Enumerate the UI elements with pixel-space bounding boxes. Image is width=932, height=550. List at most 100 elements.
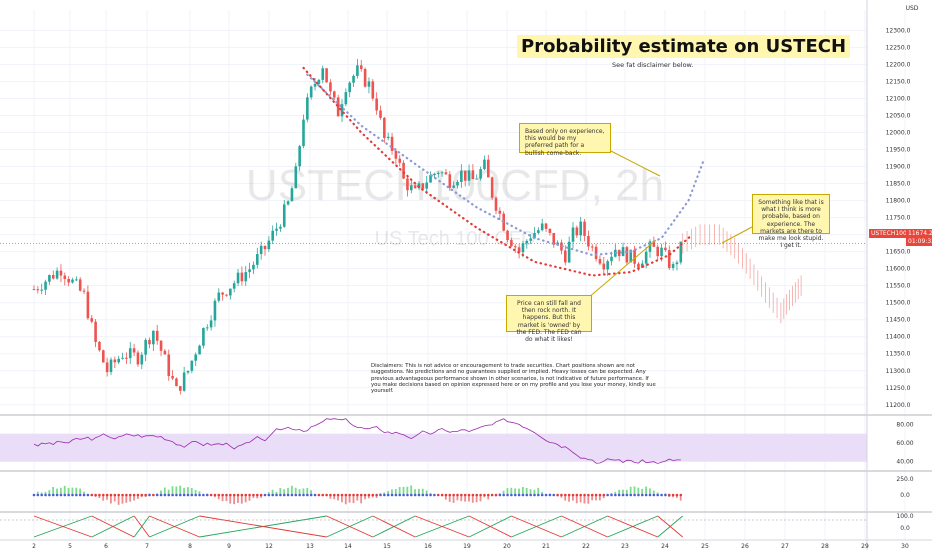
histogram-bar [421,488,424,495]
histogram-bar [641,488,644,495]
histogram-bar [529,489,532,495]
histogram-bar [398,487,401,495]
signal-dot [637,493,640,497]
histogram-bar [36,491,39,495]
candle-body [656,246,659,257]
callout-fall: Price can still fall and then rock north… [506,295,592,343]
signal-dot [529,493,532,497]
candle-body [402,162,405,179]
histogram-bar [394,488,397,495]
histogram-bar [410,485,413,495]
candle-body [383,117,386,139]
signal-dot [598,493,602,497]
bullish-path [306,73,705,257]
candle-body [248,269,251,273]
histogram-bar [418,488,420,495]
signal-dot [471,493,475,497]
histogram-bar [83,491,85,495]
price-tag-value: 11674.2 [906,229,932,238]
time-tick-label: 13 [306,543,314,550]
histogram-bar [533,489,536,495]
histogram-bar [260,495,262,498]
signal-dot [279,493,282,497]
histogram-bar [591,495,594,501]
histogram-bar [479,495,482,502]
signal-dot [429,493,432,497]
signal-dot [452,493,455,497]
candle-body [429,175,432,183]
candle-body [487,159,490,178]
candle-body [105,362,109,373]
signal-dot [78,493,82,497]
signal-dot [664,493,667,497]
signal-dot [55,493,59,497]
candle-body [390,136,394,151]
candle-body [421,183,425,189]
candle-body [556,242,559,245]
candle-body [78,279,82,291]
signal-dot [425,493,429,497]
candle-body [667,250,671,268]
candle-body [236,272,240,284]
candle-body [144,339,147,355]
candle-body [294,166,298,189]
histogram-bar [167,489,170,495]
signal-dot [90,493,94,497]
time-tick-label: 2 [32,543,36,550]
signal-dot [583,493,586,497]
time-tick-label: 15 [383,543,391,550]
time-tick-label: 24 [661,543,669,550]
signal-dot [140,493,144,497]
histogram-bar [102,495,105,501]
histogram-bar [521,486,524,495]
candle-body [440,172,444,174]
signal-dot [98,493,101,497]
histogram-bar [133,495,135,501]
candle-body [587,235,590,247]
candle-body [225,294,228,296]
candle-body [590,246,594,248]
signal-dot [602,493,606,497]
signal-dot [267,493,271,497]
candle-body [510,240,513,247]
candle-body [679,241,683,263]
candle-body [32,289,36,291]
histogram-bar [110,495,112,504]
price-tag-symbol: USTECH100CFD [869,229,922,238]
signal-dot [63,493,67,497]
signal-dot [479,493,482,497]
signal-dot [209,493,213,497]
time-tick-label: 7 [145,543,149,550]
candle-body [494,197,498,211]
histogram-bar [602,495,605,499]
signal-dot [537,493,540,497]
time-tick-label: 29 [861,543,869,550]
price-tick-label: 11300.0 [886,368,911,375]
signal-dot [113,493,117,497]
histogram-bar [44,491,47,495]
histogram-bar [402,486,405,495]
histogram-bar [614,491,617,495]
signal-dot [521,493,525,497]
signal-dot [340,493,344,497]
candle-body [410,185,413,191]
candle-body [540,223,544,231]
histogram-bar [252,495,255,498]
candle-body [306,97,309,120]
candle-body [221,292,224,295]
histogram-bar [287,487,289,495]
candle-body [379,110,382,118]
histogram-bar [456,495,459,501]
histogram-bar [279,487,282,495]
candle-body [579,221,582,236]
histogram-bar [129,495,132,502]
histogram-bar [679,495,682,501]
signal-dot [282,493,286,497]
signal-dot [186,493,190,497]
histogram-bar [283,489,286,495]
candle-body [136,352,140,365]
macd-tick-label: 0.0 [900,492,910,499]
rsi-line [33,418,681,464]
histogram-bar [475,495,478,503]
signal-dot [641,493,644,497]
